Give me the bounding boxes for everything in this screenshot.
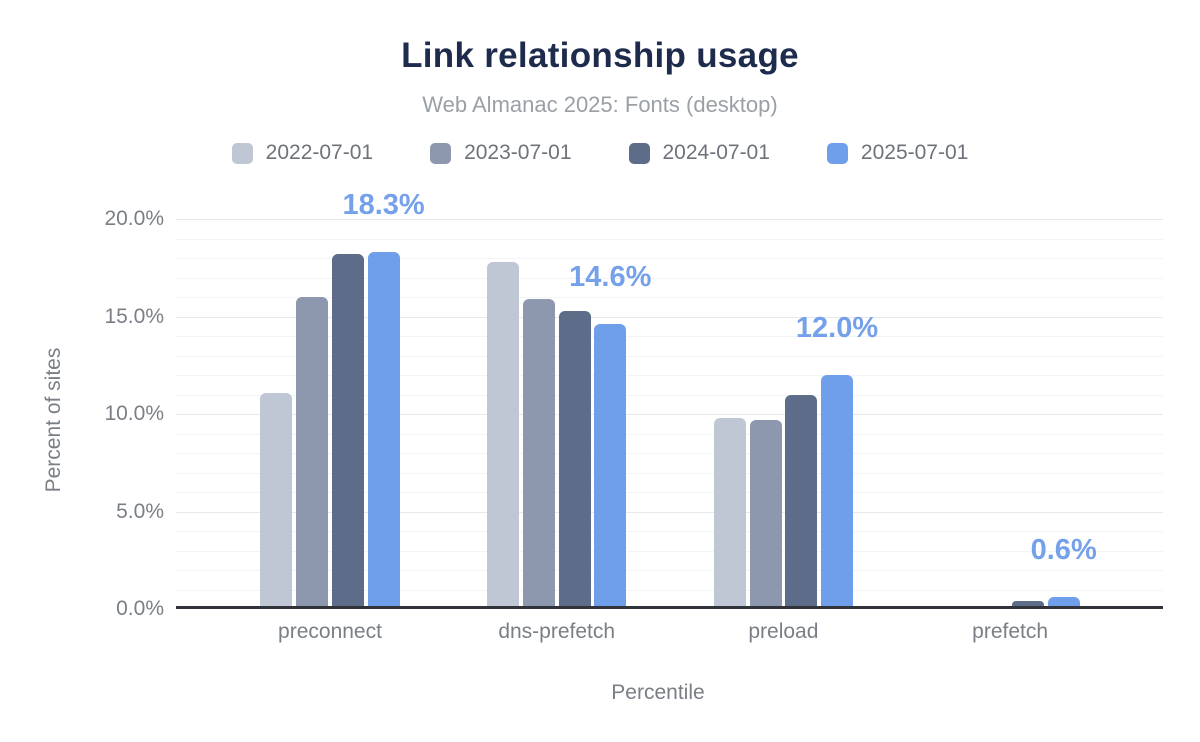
bar-dns-prefetch-2023-07-01[interactable] — [522, 298, 555, 609]
legend-item-2023-07-01[interactable]: 2023-07-01 — [430, 141, 572, 165]
legend-swatch-2024-07-01 — [628, 142, 650, 164]
chart-title: Link relationship usage — [401, 36, 799, 75]
minor-gridline — [176, 492, 1163, 493]
legend-label-2025-07-01: 2025-07-01 — [860, 141, 969, 164]
minor-gridline — [176, 531, 1163, 532]
bar-preconnect-2024-07-01[interactable] — [331, 254, 364, 609]
minor-gridline — [176, 336, 1163, 337]
major-gridline — [176, 219, 1163, 220]
category-label-preconnect: preconnect — [278, 620, 382, 643]
major-gridline — [176, 316, 1163, 318]
legend-swatch-2023-07-01 — [430, 142, 452, 164]
bar-preconnect-2023-07-01[interactable] — [296, 297, 329, 609]
bar-preconnect-2022-07-01[interactable] — [260, 392, 293, 609]
bar-preload-2024-07-01[interactable] — [785, 394, 818, 609]
minor-gridline — [176, 433, 1163, 435]
legend-swatch-2022-07-01 — [231, 142, 253, 164]
legend-item-2025-07-01[interactable]: 2025-07-01 — [826, 141, 969, 165]
major-gridline — [176, 511, 1163, 513]
y-tick-label: 0.0% — [116, 597, 164, 620]
y-tick-label: 5.0% — [116, 499, 164, 523]
data-label-dns-prefetch: 14.6% — [569, 261, 652, 294]
category-label-prefetch: prefetch — [972, 620, 1049, 643]
data-label-preconnect: 18.3% — [342, 189, 425, 222]
minor-gridline — [176, 238, 1163, 240]
minor-gridline — [176, 277, 1163, 279]
bar-preload-2025-07-01[interactable] — [821, 375, 853, 609]
minor-gridline — [176, 355, 1163, 357]
legend-label-2023-07-01: 2023-07-01 — [464, 141, 572, 164]
bar-preconnect-2025-07-01[interactable] — [367, 252, 400, 609]
bar-dns-prefetch-2025-07-01[interactable] — [594, 324, 627, 609]
legend: 2022-07-01 2023-07-01 2024-07-01 2025-07… — [0, 141, 1200, 165]
minor-gridline — [176, 258, 1163, 259]
minor-gridline — [176, 550, 1163, 552]
y-tick-label: 15.0% — [104, 304, 164, 328]
legend-item-2024-07-01[interactable]: 2024-07-01 — [628, 141, 770, 165]
data-label-preload: 12.0% — [795, 312, 879, 344]
chart-subtitle: Web Almanac 2025: Fonts (desktop) — [422, 92, 778, 117]
bar-prefetch-2024-07-01[interactable] — [1012, 601, 1044, 609]
legend-item-2022-07-01[interactable]: 2022-07-01 — [231, 141, 374, 165]
minor-gridline — [176, 570, 1163, 571]
x-axis-title: Percentile — [611, 681, 705, 704]
legend-swatch-2025-07-01 — [826, 142, 848, 164]
legend-label-2022-07-01: 2022-07-01 — [265, 141, 374, 164]
y-tick-label: 10.0% — [104, 402, 164, 425]
bar-prefetch-2025-07-01[interactable] — [1047, 597, 1080, 609]
x-axis-line — [176, 606, 1163, 609]
minor-gridline — [176, 453, 1163, 454]
bar-dns-prefetch-2022-07-01[interactable] — [487, 261, 520, 609]
category-label-dns-prefetch: dns-prefetch — [498, 620, 616, 643]
major-gridline — [176, 414, 1163, 415]
y-tick-label: 20.0% — [104, 207, 164, 230]
bar-preload-2022-07-01[interactable] — [713, 417, 746, 609]
category-label-preload: preload — [748, 620, 819, 643]
bar-preload-2023-07-01[interactable] — [749, 419, 782, 609]
y-axis-title: Percent of sites — [42, 347, 65, 493]
minor-gridline — [176, 375, 1163, 376]
minor-gridline — [176, 394, 1163, 396]
legend-label-2024-07-01: 2024-07-01 — [662, 141, 770, 164]
minor-gridline — [176, 472, 1163, 474]
minor-gridline — [176, 297, 1163, 298]
data-label-prefetch: 0.6% — [1030, 534, 1097, 567]
minor-gridline — [176, 589, 1163, 591]
bar-dns-prefetch-2024-07-01[interactable] — [558, 310, 591, 609]
